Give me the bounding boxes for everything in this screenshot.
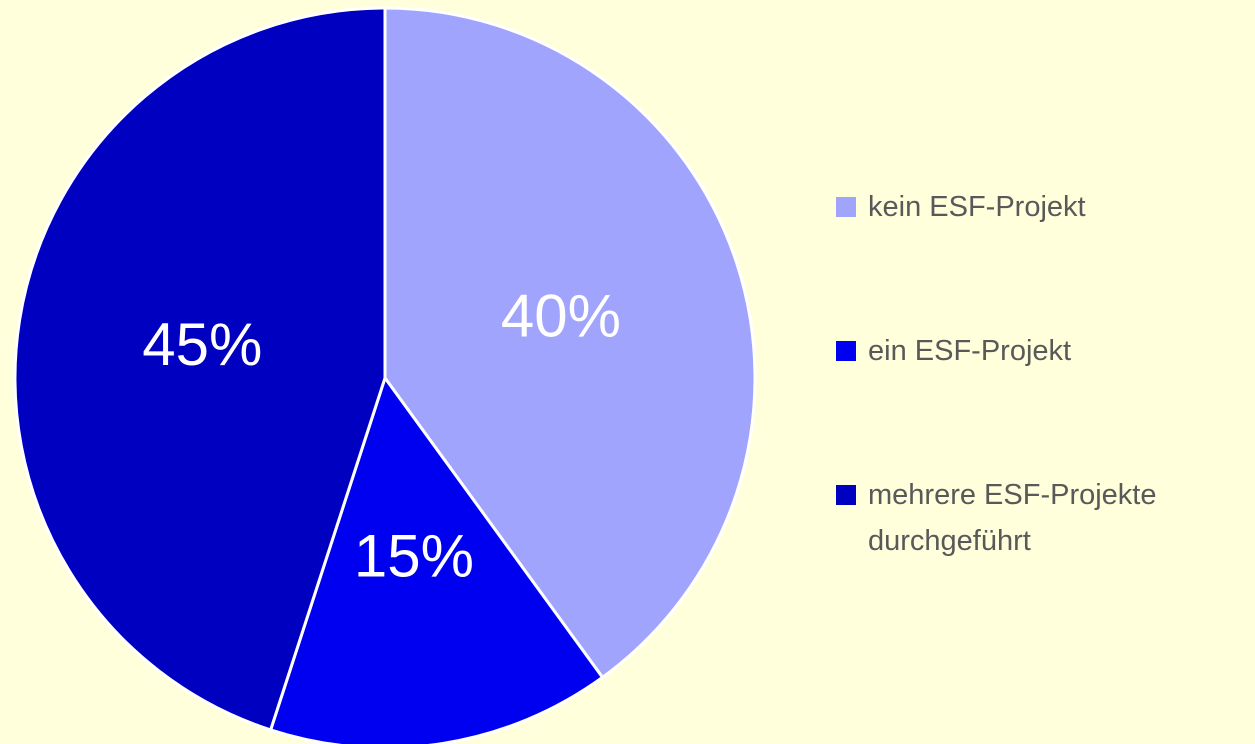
legend-item: ein ESF-Projekt [836, 332, 1208, 374]
legend-label: kein ESF-Projekt [868, 191, 1086, 223]
legend-swatch [836, 485, 856, 505]
legend-item: mehrere ESF-Projekte durchgeführt [836, 476, 1208, 564]
pie-slice [383, 6, 757, 680]
legend-swatch [836, 197, 856, 217]
legend-item: kein ESF-Projekt [836, 188, 1208, 230]
value-label: 40% [501, 283, 621, 350]
pie-slice [268, 374, 605, 744]
legend-label: ein ESF-Projekt [868, 335, 1072, 367]
value-label: 15% [354, 523, 474, 590]
legend-label: mehrere ESF-Projekte durchgeführt [868, 479, 1157, 557]
pie-slice [13, 6, 387, 732]
value-label: 45% [142, 311, 262, 378]
legend-swatch [836, 341, 856, 361]
